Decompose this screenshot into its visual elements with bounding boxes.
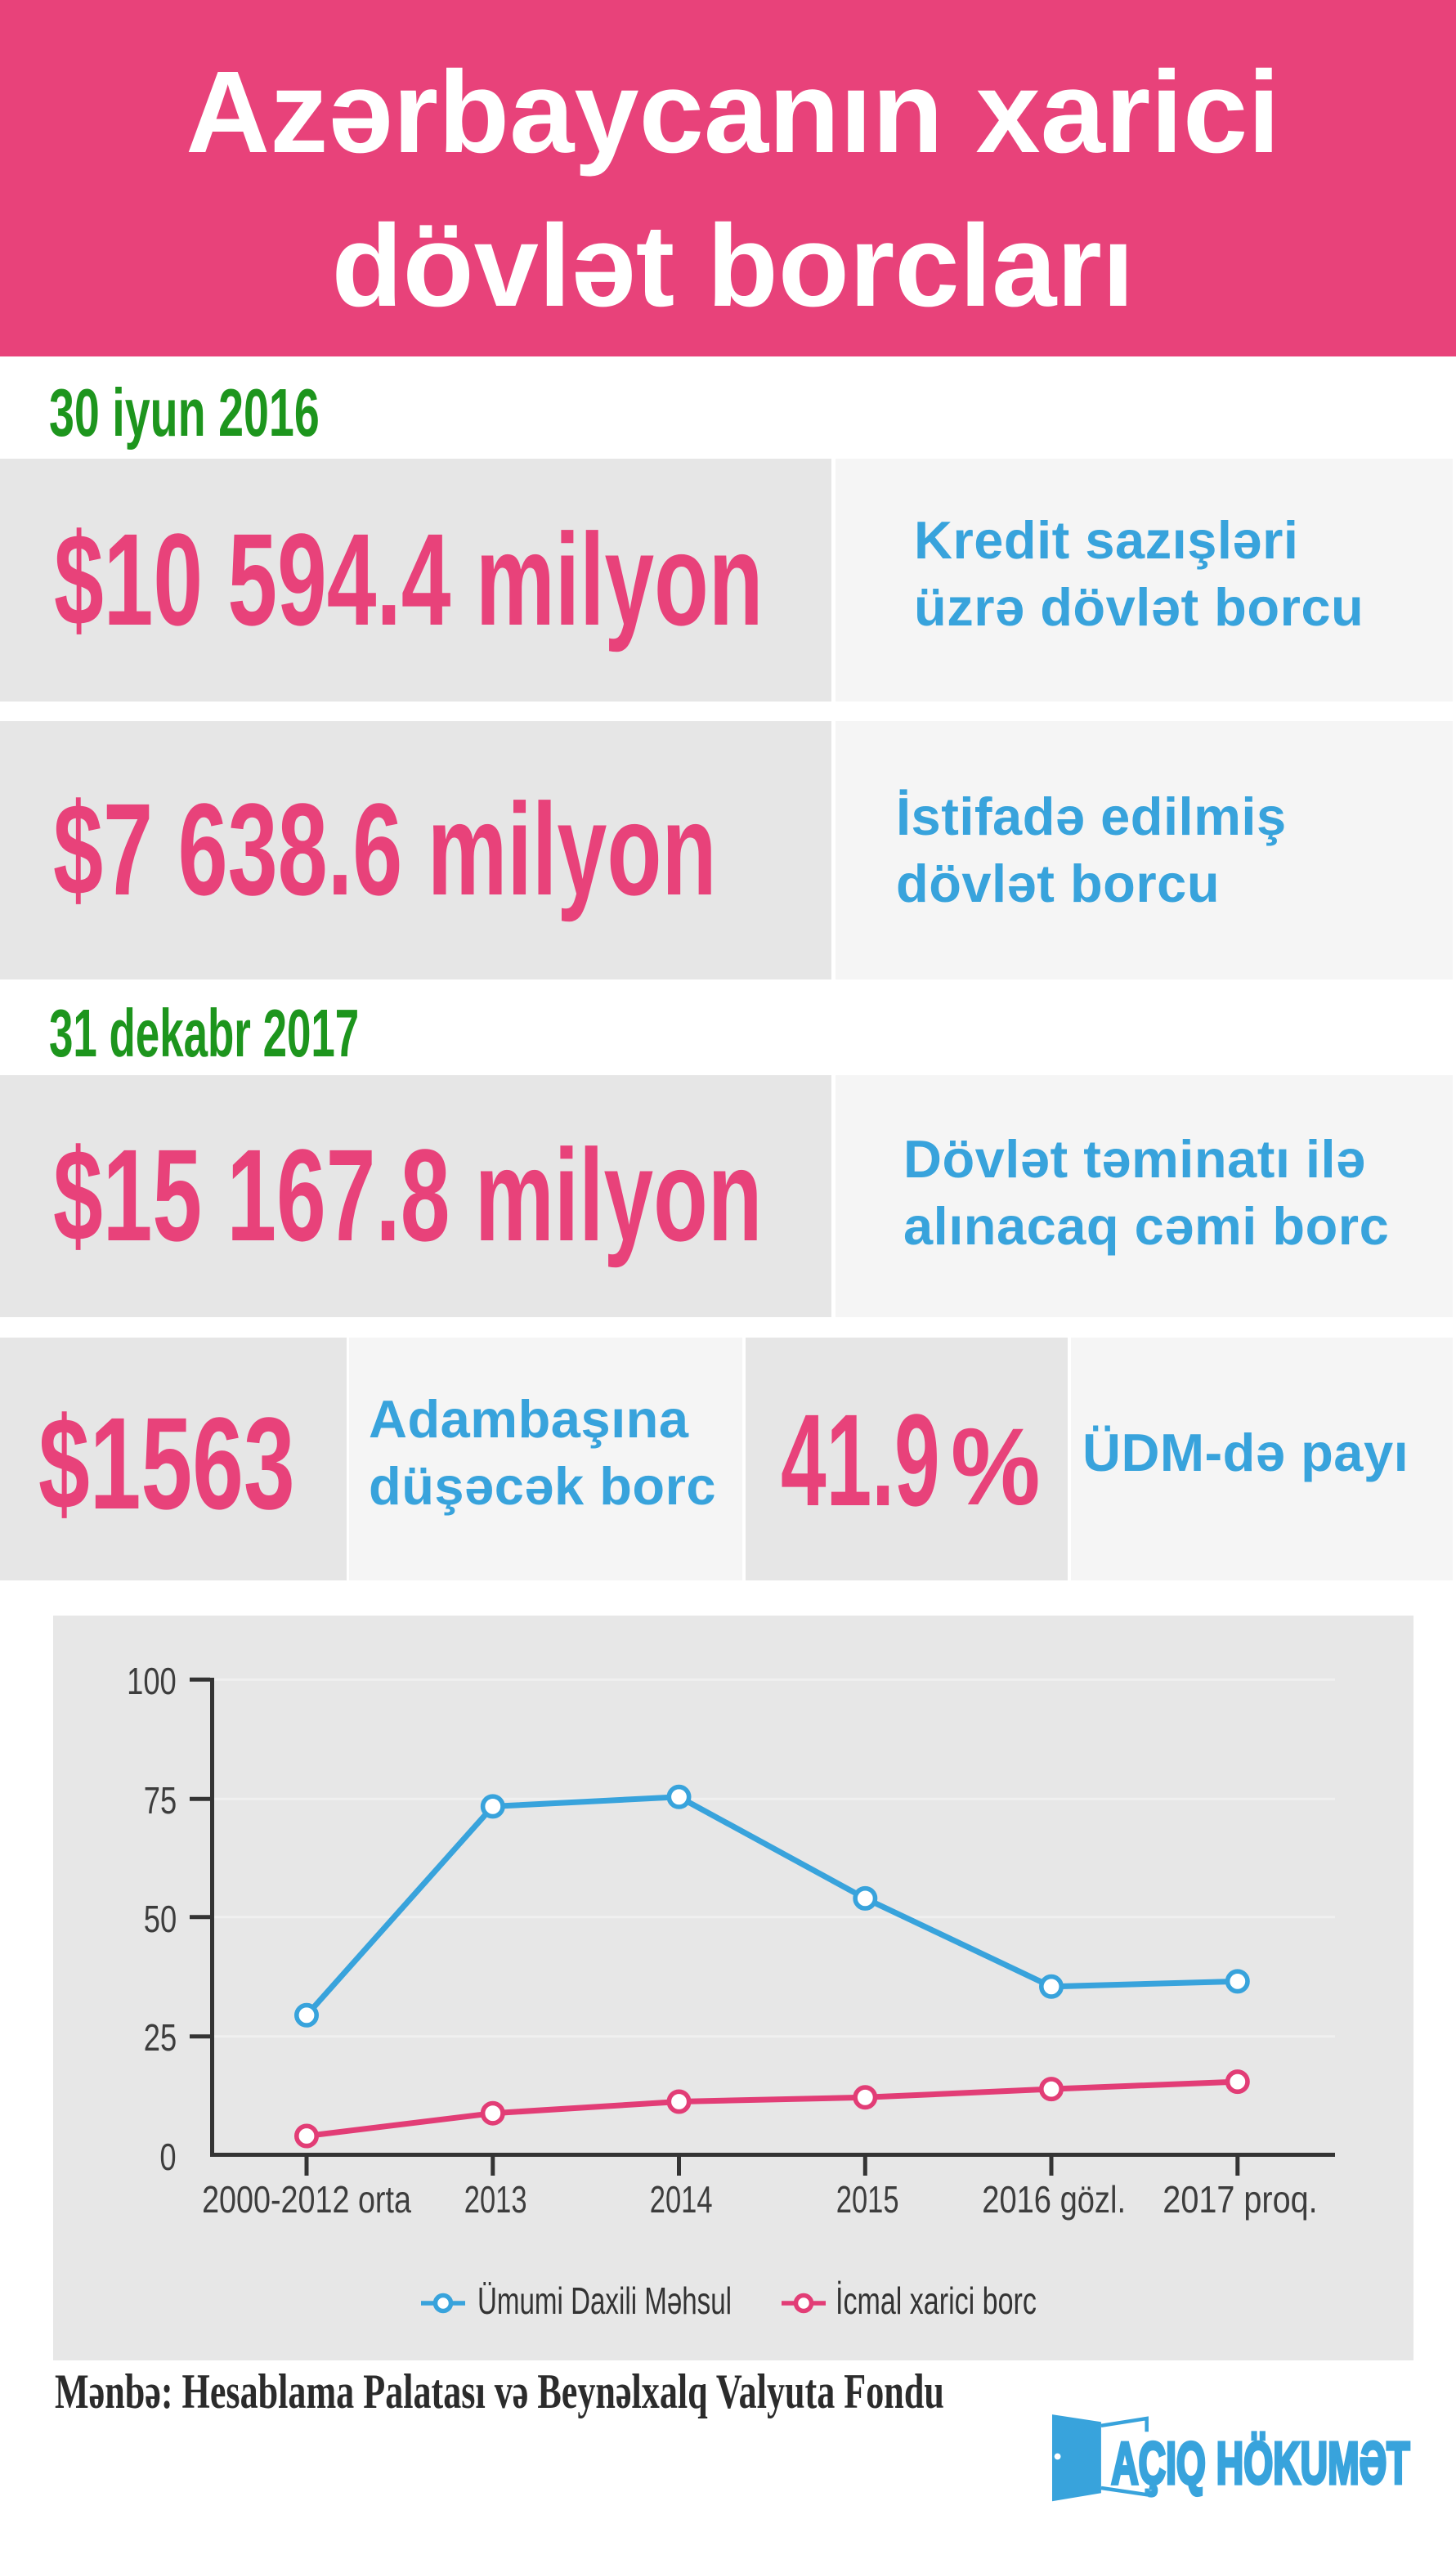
svg-text:AÇIQ HÖKUMƏT: AÇIQ HÖKUMƏT [1111,2430,1409,2496]
